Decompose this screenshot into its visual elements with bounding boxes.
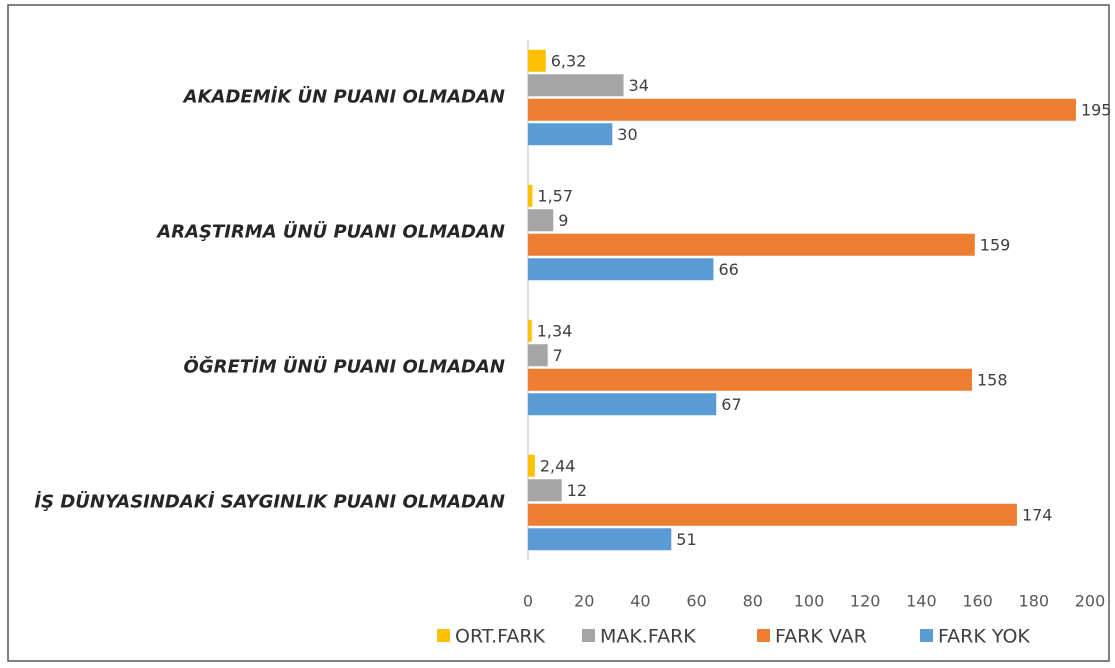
data-label: 1,34 bbox=[537, 321, 573, 340]
bar bbox=[528, 454, 535, 477]
x-tick-label: 200 bbox=[1075, 592, 1106, 611]
category-label: İŞ DÜNYASINDAKİ SAYGINLIK PUANI OLMADAN bbox=[34, 491, 505, 513]
legend-swatch bbox=[582, 629, 595, 642]
data-label: 159 bbox=[980, 235, 1011, 254]
data-label: 6,32 bbox=[551, 51, 587, 70]
bar bbox=[528, 528, 672, 551]
data-label: 12 bbox=[567, 481, 587, 500]
data-label: 67 bbox=[721, 395, 741, 414]
bar bbox=[528, 49, 546, 72]
legend-swatch bbox=[920, 629, 933, 642]
bar bbox=[528, 258, 714, 281]
x-tick-label: 140 bbox=[906, 592, 937, 611]
x-tick-label: 120 bbox=[850, 592, 881, 611]
x-tick-label: 80 bbox=[743, 592, 763, 611]
data-label: 1,57 bbox=[537, 186, 573, 205]
data-label: 158 bbox=[977, 370, 1008, 389]
bar bbox=[528, 479, 562, 502]
bar bbox=[528, 503, 1017, 526]
bar bbox=[528, 368, 972, 391]
legend-label: ORT.FARK bbox=[455, 626, 546, 648]
legend-label: MAK.FARK bbox=[600, 626, 696, 648]
data-label: 7 bbox=[553, 346, 563, 365]
x-tick-label: 0 bbox=[523, 592, 533, 611]
x-tick-label: 20 bbox=[574, 592, 594, 611]
data-label: 174 bbox=[1022, 505, 1053, 524]
bar bbox=[528, 393, 717, 416]
bar bbox=[528, 184, 533, 207]
category-label: ARAŞTIRMA ÜNÜ PUANI OLMADAN bbox=[155, 221, 505, 243]
bar bbox=[528, 74, 624, 97]
data-label: 66 bbox=[718, 260, 738, 279]
category-label: AKADEMİK ÜN PUANI OLMADAN bbox=[182, 86, 505, 108]
data-label: 51 bbox=[676, 530, 696, 549]
data-label: 9 bbox=[558, 211, 568, 230]
x-tick-label: 180 bbox=[1019, 592, 1050, 611]
bar bbox=[528, 123, 613, 146]
x-tick-label: 100 bbox=[794, 592, 825, 611]
data-label: 30 bbox=[617, 125, 637, 144]
category-label: ÖĞRETİM ÜNÜ PUANI OLMADAN bbox=[184, 356, 505, 378]
data-label: 34 bbox=[629, 76, 649, 95]
bar bbox=[528, 98, 1076, 121]
bar bbox=[528, 209, 554, 232]
legend-swatch bbox=[437, 629, 450, 642]
x-tick-label: 60 bbox=[686, 592, 706, 611]
data-label: 2,44 bbox=[540, 456, 576, 475]
bar bbox=[528, 344, 548, 367]
legend-label: FARK YOK bbox=[938, 626, 1030, 648]
x-tick-label: 40 bbox=[630, 592, 650, 611]
data-label: 195 bbox=[1081, 100, 1112, 119]
legend-swatch bbox=[757, 629, 770, 642]
bar bbox=[528, 233, 975, 256]
x-tick-label: 160 bbox=[962, 592, 993, 611]
legend-label: FARK VAR bbox=[775, 626, 867, 648]
bar bbox=[528, 319, 532, 342]
